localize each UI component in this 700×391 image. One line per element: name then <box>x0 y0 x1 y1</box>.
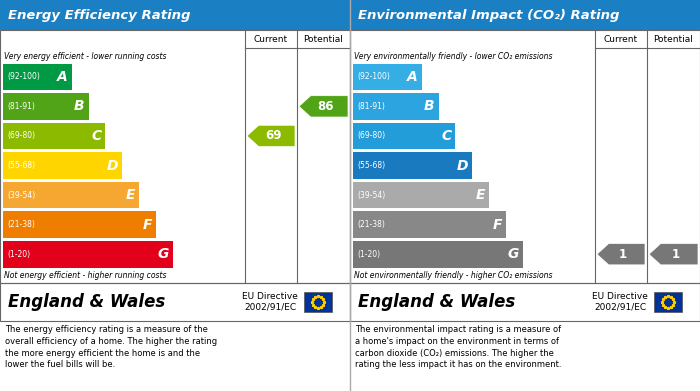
Text: 1: 1 <box>671 248 680 261</box>
Text: B: B <box>424 99 435 113</box>
Polygon shape <box>649 244 698 265</box>
Bar <box>0 30 350 283</box>
Text: A: A <box>407 70 418 84</box>
Text: Very energy efficient - lower running costs: Very energy efficient - lower running co… <box>4 52 167 61</box>
Text: (81-91): (81-91) <box>7 102 35 111</box>
FancyBboxPatch shape <box>3 93 89 120</box>
Text: Potential: Potential <box>654 34 694 43</box>
Text: The environmental impact rating is a measure of
a home's impact on the environme: The environmental impact rating is a mea… <box>355 325 561 369</box>
Text: F: F <box>143 218 152 231</box>
Text: G: G <box>158 247 169 261</box>
Text: C: C <box>91 129 101 143</box>
Text: Current: Current <box>254 34 288 43</box>
Text: D: D <box>107 158 118 172</box>
Text: (39-54): (39-54) <box>357 190 385 199</box>
FancyBboxPatch shape <box>353 152 473 179</box>
FancyBboxPatch shape <box>3 152 122 179</box>
FancyBboxPatch shape <box>350 0 700 30</box>
Text: Not energy efficient - higher running costs: Not energy efficient - higher running co… <box>4 271 167 280</box>
FancyBboxPatch shape <box>353 241 523 267</box>
Text: F: F <box>493 218 502 231</box>
Text: England & Wales: England & Wales <box>358 293 515 311</box>
Bar <box>0 283 350 321</box>
Text: Not environmentally friendly - higher CO₂ emissions: Not environmentally friendly - higher CO… <box>354 271 552 280</box>
Text: EU Directive
2002/91/EC: EU Directive 2002/91/EC <box>242 292 298 312</box>
Text: England & Wales: England & Wales <box>8 293 165 311</box>
Text: A: A <box>57 70 68 84</box>
FancyBboxPatch shape <box>304 292 332 312</box>
Text: E: E <box>476 188 485 202</box>
Text: Potential: Potential <box>304 34 344 43</box>
FancyBboxPatch shape <box>353 63 421 90</box>
Polygon shape <box>247 125 295 147</box>
Text: (81-91): (81-91) <box>357 102 385 111</box>
FancyBboxPatch shape <box>3 63 71 90</box>
Text: EU Directive
2002/91/EC: EU Directive 2002/91/EC <box>592 292 648 312</box>
Text: (21-38): (21-38) <box>357 220 385 229</box>
Text: (69-80): (69-80) <box>7 131 35 140</box>
FancyBboxPatch shape <box>3 241 173 267</box>
FancyBboxPatch shape <box>3 182 139 208</box>
Text: Energy Efficiency Rating: Energy Efficiency Rating <box>8 9 190 22</box>
Text: (92-100): (92-100) <box>357 72 390 81</box>
Text: (39-54): (39-54) <box>7 190 35 199</box>
Text: E: E <box>126 188 135 202</box>
FancyBboxPatch shape <box>353 93 439 120</box>
FancyBboxPatch shape <box>353 182 489 208</box>
Text: G: G <box>508 247 519 261</box>
Text: The energy efficiency rating is a measure of the
overall efficiency of a home. T: The energy efficiency rating is a measur… <box>5 325 217 369</box>
Text: 86: 86 <box>317 100 334 113</box>
Text: 1: 1 <box>619 248 627 261</box>
Text: (1-20): (1-20) <box>357 250 380 259</box>
Text: Current: Current <box>604 34 638 43</box>
FancyBboxPatch shape <box>3 123 106 149</box>
Text: B: B <box>74 99 85 113</box>
Text: (1-20): (1-20) <box>7 250 30 259</box>
FancyBboxPatch shape <box>0 0 350 30</box>
Text: (21-38): (21-38) <box>7 220 35 229</box>
FancyBboxPatch shape <box>3 212 156 238</box>
Text: (69-80): (69-80) <box>357 131 385 140</box>
Text: (55-68): (55-68) <box>7 161 35 170</box>
Polygon shape <box>299 96 348 117</box>
Text: (55-68): (55-68) <box>357 161 385 170</box>
Text: 69: 69 <box>265 129 281 142</box>
Bar <box>350 283 700 321</box>
Text: Very environmentally friendly - lower CO₂ emissions: Very environmentally friendly - lower CO… <box>354 52 552 61</box>
Text: C: C <box>441 129 452 143</box>
Bar <box>350 30 700 283</box>
FancyBboxPatch shape <box>353 123 456 149</box>
FancyBboxPatch shape <box>654 292 682 312</box>
Text: D: D <box>457 158 468 172</box>
Text: (92-100): (92-100) <box>7 72 40 81</box>
Polygon shape <box>597 244 645 265</box>
Text: Environmental Impact (CO₂) Rating: Environmental Impact (CO₂) Rating <box>358 9 620 22</box>
FancyBboxPatch shape <box>353 212 506 238</box>
